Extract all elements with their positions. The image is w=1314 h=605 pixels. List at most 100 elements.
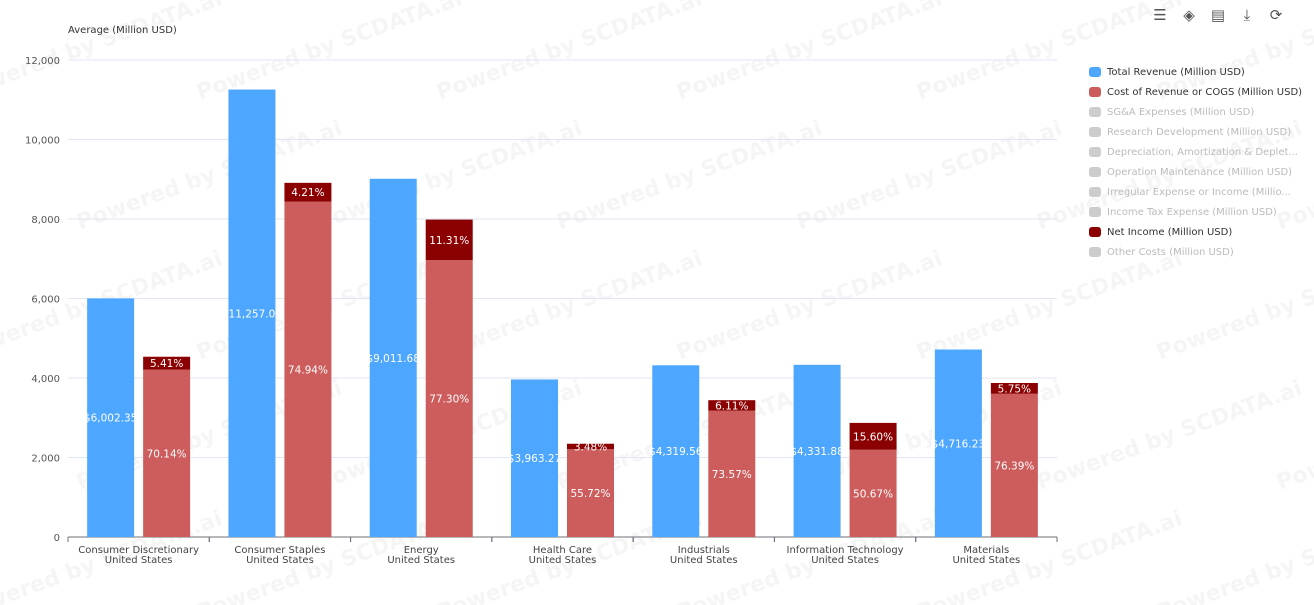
x-tick-label: Consumer Discretionary: [78, 545, 199, 556]
data-label-net-income: 5.75%: [998, 383, 1031, 395]
y-tick-label: 4,000: [31, 374, 60, 385]
watermark: Powered by SCDATA.ai: [434, 0, 706, 106]
x-tick-label: United States: [105, 555, 173, 566]
x-tick-label: Industrials: [678, 545, 730, 556]
x-tick-label: Information Technology: [787, 545, 904, 556]
x-tick-label: United States: [387, 555, 455, 566]
legend-swatch: [1089, 187, 1101, 197]
bar-total-revenue[interactable]: [511, 379, 558, 537]
legend-swatch: [1089, 207, 1101, 217]
data-label-revenue: $9,011.68: [366, 353, 419, 365]
x-tick-label: Consumer Staples: [234, 545, 325, 556]
watermark: Powered by SCDATA.ai: [794, 116, 1066, 235]
x-tick-label: Energy: [404, 545, 439, 556]
bar-cost-of-revenue[interactable]: [425, 260, 473, 537]
legend-item[interactable]: Total Revenue (Million USD): [1089, 62, 1302, 82]
watermark: Powered by SCDATA.ai: [554, 116, 826, 235]
bar-net-income[interactable]: [143, 356, 191, 370]
legend-item[interactable]: Research Development (Million USD): [1089, 122, 1302, 142]
data-label-revenue: $3,963.27: [508, 453, 561, 465]
legend-label: SG&A Expenses (Million USD): [1107, 106, 1255, 118]
data-label-net-income: 15.60%: [853, 431, 893, 443]
data-label-net-income: 4.21%: [291, 187, 324, 199]
legend-swatch: [1089, 107, 1101, 117]
y-tick-label: 10,000: [25, 136, 60, 147]
y-tick-label: 8,000: [31, 215, 60, 226]
bar-cost-of-revenue[interactable]: [849, 449, 897, 537]
legend-label: Income Tax Expense (Million USD): [1107, 206, 1277, 218]
download-icon[interactable]: ⤓: [1243, 6, 1251, 24]
data-label-net-income: 11.31%: [429, 235, 469, 247]
bar-total-revenue[interactable]: [934, 349, 982, 537]
bar-net-income[interactable]: [708, 400, 756, 411]
x-tick-label: United States: [529, 555, 597, 566]
bar-net-income[interactable]: [567, 443, 614, 450]
legend-swatch: [1089, 247, 1101, 257]
y-tick-label: 6,000: [31, 295, 60, 306]
watermark: Powered by SCDATA.ai: [0, 0, 226, 106]
legend-swatch: [1089, 227, 1101, 237]
data-label-revenue: $4,331.88: [790, 446, 843, 458]
bar-total-revenue[interactable]: [652, 365, 700, 537]
bar-total-revenue[interactable]: [87, 298, 135, 537]
watermark: Powered by SCDATA.ai: [914, 246, 1186, 365]
x-tick-label: United States: [246, 555, 314, 566]
bar-cost-of-revenue[interactable]: [567, 449, 614, 537]
bar-cost-of-revenue[interactable]: [708, 410, 756, 537]
watermark: Powered by SCDATA.ai: [314, 116, 586, 235]
y-tick-label: 12,000: [25, 56, 60, 67]
watermark: Powered by SCDATA.ai: [674, 0, 946, 106]
bar-cost-of-revenue[interactable]: [143, 369, 191, 537]
bar-net-income[interactable]: [284, 182, 332, 202]
data-label-cost: 55.72%: [570, 488, 610, 500]
legend-item[interactable]: Net Income (Million USD): [1089, 222, 1302, 242]
y-axis-label: Average (Million USD): [68, 25, 177, 36]
data-label-net-income: 3.48%: [574, 441, 607, 453]
table-icon[interactable]: ▤: [1210, 6, 1226, 24]
legend-swatch: [1089, 67, 1101, 77]
legend-swatch: [1089, 167, 1101, 177]
legend-item[interactable]: Irregular Expense or Income (Millio...: [1089, 182, 1302, 202]
legend-label: Net Income (Million USD): [1107, 226, 1233, 238]
legend-item[interactable]: Depreciation, Amortization & Deplet...: [1089, 142, 1302, 162]
legend-label: Research Development (Million USD): [1107, 126, 1292, 138]
legend-label: Irregular Expense or Income (Millio...: [1107, 186, 1291, 198]
data-label-net-income: 6.11%: [715, 400, 748, 412]
data-label-revenue: $4,716.23: [932, 438, 985, 450]
data-label-cost: 50.67%: [853, 488, 893, 500]
legend-item[interactable]: Operation Maintenance (Million USD): [1089, 162, 1302, 182]
bar-total-revenue[interactable]: [793, 364, 841, 537]
legend-item[interactable]: Cost of Revenue or COGS (Million USD): [1089, 82, 1302, 102]
x-tick-label: United States: [670, 555, 738, 566]
bar-net-income[interactable]: [990, 383, 1038, 394]
watermark: Powered by SCDATA.ai: [674, 246, 946, 365]
legend-label: Operation Maintenance (Million USD): [1107, 166, 1293, 178]
legend-item[interactable]: Other Costs (Million USD): [1089, 242, 1302, 262]
watermark: Powered by SCDATA.ai: [434, 246, 706, 365]
legend-item[interactable]: Income Tax Expense (Million USD): [1089, 202, 1302, 222]
data-label-revenue: $4,319.56: [649, 446, 703, 458]
refresh-icon[interactable]: ⟳: [1269, 6, 1283, 24]
legend-label: Total Revenue (Million USD): [1107, 66, 1245, 78]
data-label-revenue: $11,257.06: [222, 308, 282, 320]
bar-chart-icon[interactable]: ☰: [1153, 6, 1167, 24]
legend-swatch: [1089, 147, 1101, 157]
bar-cost-of-revenue[interactable]: [284, 201, 332, 538]
y-tick-label: 0: [54, 533, 60, 544]
data-label-cost: 74.94%: [288, 364, 328, 376]
bar-cost-of-revenue[interactable]: [990, 393, 1038, 537]
bar-total-revenue[interactable]: [228, 89, 276, 538]
legend-swatch: [1089, 87, 1101, 97]
bar-total-revenue[interactable]: [369, 178, 417, 538]
y-tick-label: 2,000: [31, 454, 60, 465]
bar-net-income[interactable]: [425, 219, 473, 261]
tag-icon[interactable]: ◈: [1183, 6, 1195, 24]
data-label-net-income: 5.41%: [150, 358, 183, 370]
bar-net-income[interactable]: [849, 422, 897, 450]
x-tick-label: Health Care: [533, 545, 592, 556]
legend-item[interactable]: SG&A Expenses (Million USD): [1089, 102, 1302, 122]
x-tick-label: United States: [952, 555, 1020, 566]
legend-swatch: [1089, 127, 1101, 137]
